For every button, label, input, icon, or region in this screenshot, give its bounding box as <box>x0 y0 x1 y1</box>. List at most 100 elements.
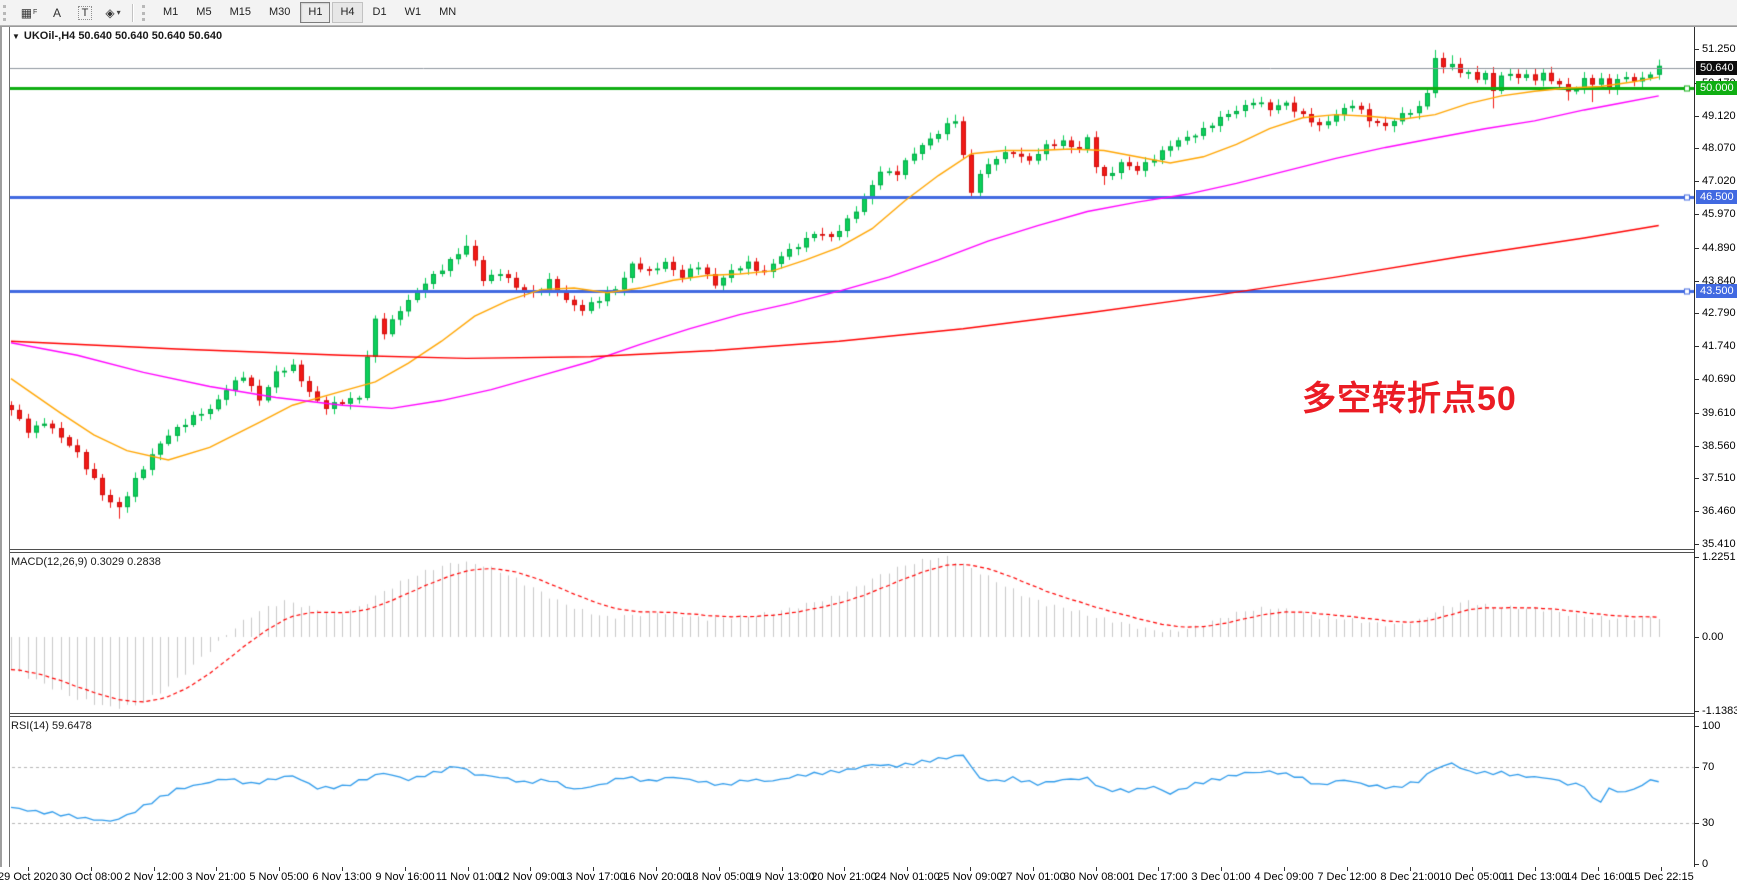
panel-separator[interactable] <box>0 552 1737 553</box>
grid-f-icon[interactable]: ▦ F <box>20 5 38 20</box>
time-label: 30 Nov 08:00 <box>1063 871 1129 883</box>
axis-label: 38.560 <box>1695 439 1736 453</box>
panel-separator[interactable] <box>0 713 1737 714</box>
time-label: 16 Nov 20:00 <box>623 871 689 883</box>
window-left-frame <box>0 27 10 867</box>
time-tick <box>1598 867 1599 871</box>
time-label: 6 Nov 13:00 <box>312 871 372 883</box>
tool-group: ▦ F A T ◈ ▾ <box>15 3 127 22</box>
toolbar-drag-handle[interactable] <box>3 4 11 21</box>
axis-label: 40.690 <box>1695 372 1736 386</box>
axis-label: 39.610 <box>1695 406 1736 420</box>
time-label: 19 Nov 13:00 <box>749 871 815 883</box>
time-tick <box>1661 867 1662 871</box>
macd-label: MACD(12,26,9) 0.3029 0.2838 <box>11 556 161 568</box>
dropdown-caret-icon[interactable]: ▾ <box>116 8 121 17</box>
axis-label: 0.00 <box>1695 630 1723 644</box>
axis-label: 70 <box>1695 760 1714 774</box>
time-label: 5 Nov 05:00 <box>249 871 309 883</box>
time-label: 29 Oct 2020 <box>0 871 58 883</box>
axis-label: 45.970 <box>1695 207 1736 221</box>
time-label: 30 Oct 08:00 <box>59 871 123 883</box>
cursor-tool-icon[interactable]: ◈ ▾ <box>105 5 121 20</box>
price-badge: 50.000 <box>1696 81 1737 95</box>
timeframe-group: M1 M5 M15 M30 H1 H4 D1 W1 MN <box>154 2 465 23</box>
time-tick <box>342 867 343 871</box>
time-label: 13 Nov 17:00 <box>560 871 626 883</box>
rsi-panel-canvas[interactable] <box>0 717 1694 867</box>
time-label: 3 Nov 21:00 <box>186 871 246 883</box>
timeframe-h1-button[interactable]: H1 <box>300 2 331 23</box>
axis-label: 30 <box>1695 816 1714 830</box>
axis-label: -1.1383 <box>1695 704 1737 718</box>
time-tick <box>907 867 908 871</box>
time-tick <box>782 867 783 871</box>
time-label: 12 Nov 09:00 <box>497 871 563 883</box>
time-tick <box>216 867 217 871</box>
panel-separator[interactable] <box>0 716 1737 717</box>
time-axis[interactable]: 29 Oct 2020 30 Oct 08:00 2 Nov 12:00 3 Nov … <box>0 867 1737 891</box>
timeframe-h4-button[interactable]: H4 <box>332 2 363 23</box>
axis-label: 41.740 <box>1695 339 1736 353</box>
axis-label: 100 <box>1695 719 1720 733</box>
time-tick <box>1033 867 1034 871</box>
axis-label: 0 <box>1695 857 1708 871</box>
time-label: 11 Dec 13:00 <box>1502 871 1568 883</box>
timeframe-m5-button[interactable]: M5 <box>196 6 212 18</box>
timeframe-m30-button[interactable]: M30 <box>268 6 291 18</box>
axis-label: 35.410 <box>1695 537 1736 551</box>
time-tick <box>1410 867 1411 871</box>
price-badge: 46.500 <box>1696 190 1737 204</box>
timeframe-w1-button[interactable]: W1 <box>404 6 422 18</box>
symbol-title: ▼ UKOil-,H4 50.640 50.640 50.640 50.640 <box>12 30 222 42</box>
time-label: 8 Dec 21:00 <box>1380 871 1440 883</box>
annotation-text: 多空转折点50 <box>1302 380 1517 418</box>
price-badge: 43.500 <box>1696 284 1737 298</box>
panel-separator[interactable] <box>0 549 1737 550</box>
timeframe-m15-button[interactable]: M15 <box>229 6 251 18</box>
price-axis[interactable]: 51.25050.17049.12048.07047.02045.97044.8… <box>1694 27 1737 870</box>
time-label: 20 Nov 21:00 <box>811 871 877 883</box>
time-tick <box>1221 867 1222 871</box>
timeframe-drag-handle[interactable] <box>142 4 150 21</box>
time-label: 2 Nov 12:00 <box>124 871 184 883</box>
time-label: 18 Nov 05:00 <box>686 871 752 883</box>
toolbar: ▦ F A T ◈ ▾ M1 M5 M15 M30 H1 H4 D1 W1 MN <box>0 0 1737 26</box>
main-chart-canvas[interactable] <box>0 28 1694 548</box>
time-tick <box>154 867 155 871</box>
chart-window: 51.25050.17049.12048.07047.02045.97044.8… <box>0 26 1737 891</box>
macd-panel-canvas[interactable] <box>0 553 1694 713</box>
axis-label: 1.2251 <box>1695 550 1736 564</box>
timeframe-d1-button[interactable]: D1 <box>372 6 387 18</box>
time-label: 3 Dec 01:00 <box>1191 871 1251 883</box>
time-label: 11 Nov 01:00 <box>435 871 501 883</box>
axis-label: 42.790 <box>1695 306 1736 320</box>
time-tick <box>28 867 29 871</box>
time-label: 27 Nov 01:00 <box>1000 871 1066 883</box>
axis-label: 44.890 <box>1695 241 1736 255</box>
time-tick <box>844 867 845 871</box>
timeframe-mn-button[interactable]: MN <box>439 6 457 18</box>
letter-a-tool-icon[interactable]: A <box>52 5 61 20</box>
time-label: 14 Dec 16:00 <box>1565 871 1631 883</box>
toolbar-separator <box>132 3 134 22</box>
time-tick <box>1284 867 1285 871</box>
timeframe-m1-button[interactable]: M1 <box>163 6 179 18</box>
text-tool-icon[interactable]: T <box>73 3 97 22</box>
time-tick <box>1535 867 1536 871</box>
axis-label: 49.120 <box>1695 109 1736 123</box>
axis-label: 47.020 <box>1695 174 1736 188</box>
time-label: 15 Dec 22:15 <box>1628 871 1694 883</box>
time-tick <box>719 867 720 871</box>
time-tick <box>279 867 280 871</box>
time-label: 9 Nov 16:00 <box>375 871 435 883</box>
time-label: 4 Dec 09:00 <box>1254 871 1314 883</box>
time-label: 25 Nov 09:00 <box>937 871 1003 883</box>
chevron-down-icon[interactable]: ▼ <box>12 32 20 41</box>
time-tick <box>468 867 469 871</box>
time-tick <box>1472 867 1473 871</box>
price-badge: 50.640 <box>1696 61 1737 75</box>
time-tick <box>405 867 406 871</box>
time-tick <box>656 867 657 871</box>
time-tick <box>1158 867 1159 871</box>
